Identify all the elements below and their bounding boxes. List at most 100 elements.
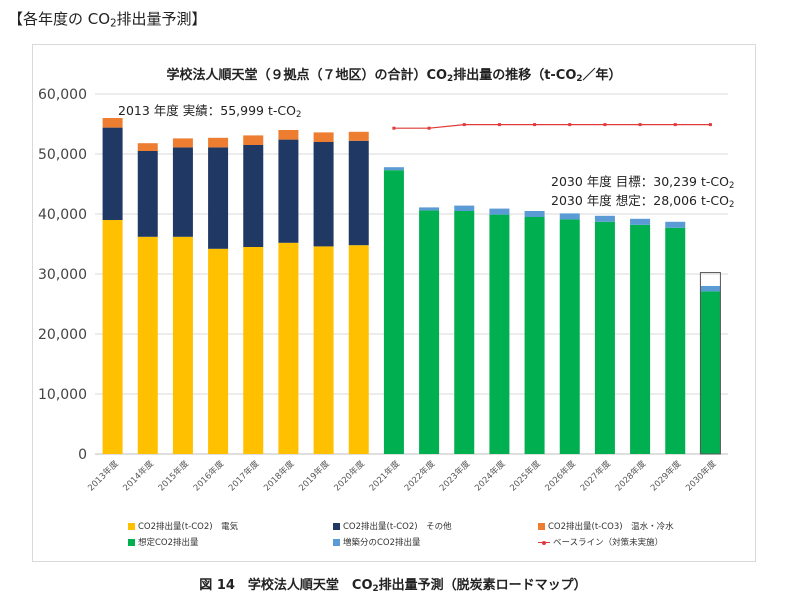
chart-title: 学校法人順天堂（９拠点（７地区）の合計）CO2排出量の推移（t-CO2／年） bbox=[166, 68, 622, 85]
x-tick-label: 2030年度 bbox=[683, 458, 718, 493]
x-tick-label: 2019年度 bbox=[297, 458, 332, 493]
bar-segment bbox=[278, 130, 299, 140]
bar-segment bbox=[313, 142, 334, 247]
legend-electricity: CO2排出量(t-CO2) 電気 bbox=[128, 520, 238, 532]
bar-segment bbox=[208, 248, 229, 454]
legend-baseline: ベースライン（対策未実施） bbox=[538, 536, 663, 548]
bar-segment bbox=[489, 208, 510, 215]
bar-segment bbox=[348, 245, 369, 454]
bar-segment bbox=[559, 213, 580, 220]
annotation-assumed-2030: 2030 年度 想定：28,006 t-CO2 bbox=[551, 193, 735, 211]
x-tick-label: 2026年度 bbox=[543, 458, 578, 493]
bar-segment bbox=[524, 217, 545, 454]
bar-segment bbox=[137, 236, 158, 454]
y-tick-label: 40,000 bbox=[38, 207, 87, 223]
y-tick-label: 30,000 bbox=[38, 267, 87, 283]
baseline-marker bbox=[708, 123, 712, 127]
legend-swatch-electricity bbox=[128, 522, 135, 530]
bar-segment bbox=[630, 218, 651, 225]
bar-segment bbox=[313, 132, 334, 142]
x-tick-label: 2018年度 bbox=[261, 458, 296, 493]
baseline-marker bbox=[673, 123, 677, 127]
legend-assumed: 想定CO2排出量 bbox=[128, 536, 199, 548]
bar-segment bbox=[208, 147, 229, 249]
x-tick-label: 2029年度 bbox=[648, 458, 683, 493]
bar-segment bbox=[102, 118, 123, 128]
baseline-marker bbox=[568, 123, 572, 127]
bar-segment bbox=[524, 211, 545, 217]
bar-segment bbox=[348, 140, 369, 246]
legend-swatch-hot-cold-water bbox=[538, 522, 545, 530]
bar-segment bbox=[243, 145, 264, 247]
baseline-marker bbox=[392, 126, 396, 130]
bar-segment bbox=[172, 138, 193, 148]
bar-segment bbox=[278, 139, 299, 243]
bar-segment bbox=[137, 143, 158, 151]
legend-swatch-extension bbox=[333, 538, 340, 546]
y-tick-label: 20,000 bbox=[38, 327, 87, 343]
baseline-marker bbox=[497, 123, 501, 127]
bar-segment bbox=[383, 167, 404, 171]
bar-segment bbox=[348, 131, 369, 141]
x-tick-label: 2028年度 bbox=[613, 458, 648, 493]
baseline-line bbox=[393, 123, 711, 129]
target-outline-2030 bbox=[699, 272, 721, 455]
y-tick-label: 0 bbox=[78, 447, 87, 463]
legend-hot-cold-water: CO2排出量(t-CO3) 温水・冷水 bbox=[538, 520, 674, 532]
baseline-marker bbox=[462, 123, 466, 127]
y-tick-label: 10,000 bbox=[38, 387, 87, 403]
x-tick-label: 2022年度 bbox=[402, 458, 437, 493]
bar-segment bbox=[419, 207, 440, 211]
bar-segment bbox=[559, 219, 580, 454]
x-tick-label: 2020年度 bbox=[332, 458, 367, 493]
legend-swatch-assumed bbox=[128, 538, 135, 546]
y-tick-label: 50,000 bbox=[38, 147, 87, 163]
bar-segment bbox=[594, 221, 615, 454]
baseline-marker bbox=[603, 123, 607, 127]
x-tick-label: 2023年度 bbox=[437, 458, 472, 493]
bar-segment bbox=[102, 220, 123, 454]
bar-segment bbox=[172, 147, 193, 237]
x-tick-label: 2015年度 bbox=[156, 458, 191, 493]
baseline-marker bbox=[427, 126, 431, 130]
page-heading: 【各年度の CO2排出量予測】 bbox=[8, 10, 207, 30]
bar-segment bbox=[665, 221, 686, 228]
x-tick-label: 2021年度 bbox=[367, 458, 402, 493]
bar-segment bbox=[208, 137, 229, 148]
baseline-marker bbox=[533, 123, 537, 127]
x-tick-label: 2025年度 bbox=[508, 458, 543, 493]
bar-segment bbox=[630, 224, 651, 454]
annotation-actual-2013: 2013 年度 実績：55,999 t-CO2 bbox=[118, 103, 302, 121]
bar-segment bbox=[243, 135, 264, 145]
bar-segment bbox=[278, 242, 299, 454]
bar-segment bbox=[102, 127, 123, 220]
annotation-target-2030: 2030 年度 目標：30,239 t-CO2 bbox=[551, 174, 735, 192]
bar-segment bbox=[172, 236, 193, 454]
bar-segment bbox=[419, 210, 440, 454]
bar-segment bbox=[243, 247, 264, 454]
bar-segment bbox=[454, 205, 475, 211]
legend-line-baseline bbox=[538, 541, 550, 543]
legend-swatch-other bbox=[333, 522, 340, 530]
legend-other: CO2排出量(t-CO2) その他 bbox=[333, 520, 452, 532]
x-tick-label: 2017年度 bbox=[226, 458, 261, 493]
legend-extension: 増築分のCO2排出量 bbox=[333, 536, 421, 548]
x-tick-label: 2014年度 bbox=[121, 458, 156, 493]
bar-segment bbox=[383, 170, 404, 454]
x-tick-label: 2016年度 bbox=[191, 458, 226, 493]
bar-segment bbox=[665, 227, 686, 454]
x-tick-label: 2024年度 bbox=[472, 458, 507, 493]
y-tick-label: 60,000 bbox=[38, 87, 87, 103]
x-tick-label: 2013年度 bbox=[86, 458, 121, 493]
baseline-marker bbox=[638, 123, 642, 127]
x-tick-label: 2027年度 bbox=[578, 458, 613, 493]
bar-segment bbox=[454, 211, 475, 454]
bar-segment bbox=[700, 285, 721, 292]
bar-segment bbox=[313, 246, 334, 454]
bar-segment bbox=[700, 291, 721, 454]
bar-segment bbox=[489, 214, 510, 454]
figure-caption: 図 14 学校法人順天堂 CO2排出量予測（脱炭素ロードマップ） bbox=[199, 578, 587, 595]
bar-segment bbox=[137, 151, 158, 237]
bar-segment bbox=[594, 215, 615, 222]
